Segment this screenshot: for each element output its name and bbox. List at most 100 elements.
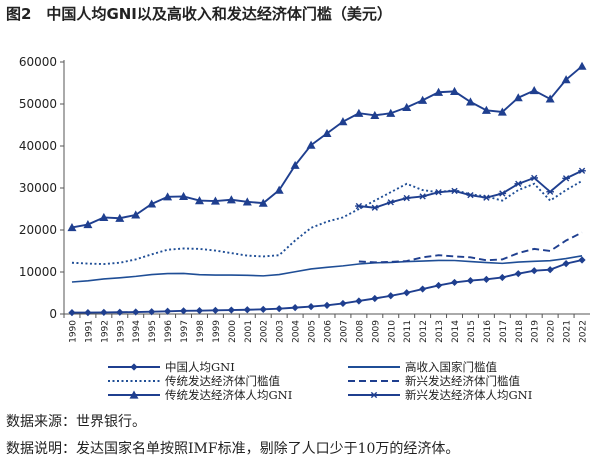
data-point [307, 303, 315, 311]
data-point [482, 194, 491, 201]
data-point [83, 220, 93, 229]
x-tick-label: 1992 [100, 320, 110, 343]
legend-label: 高收入国家门槛值 [405, 360, 497, 374]
data-point [418, 193, 427, 200]
data-point [115, 213, 125, 222]
x-tick-label: 2008 [355, 320, 365, 343]
data-point [355, 202, 363, 210]
data-point [84, 309, 92, 317]
data-point [274, 185, 284, 194]
data-point [546, 266, 554, 274]
data-point [194, 196, 204, 205]
data-point [481, 105, 491, 114]
data-point [514, 270, 522, 278]
data-point [450, 187, 459, 195]
x-tick-label: 2021 [563, 320, 573, 343]
chart-axes: 0 10000 20000 30000 40000 50000 60000 1990 1991 1… [19, 55, 590, 343]
legend-label: 传统发达经济体人均GNI [165, 388, 292, 400]
x-tick-label: 2022 [579, 320, 589, 343]
x-tick-label: 2005 [308, 320, 318, 343]
data-point [497, 107, 507, 116]
x-tick-label: 2009 [371, 320, 381, 343]
data-point [131, 210, 141, 219]
data-point [129, 390, 139, 399]
legend-label: 新兴发达经济体人均GNI [405, 388, 532, 400]
data-point [338, 117, 348, 126]
legend-label: 中国人均GNI [165, 360, 235, 374]
data-point [402, 194, 411, 202]
series-6 [355, 167, 586, 211]
data-point [147, 199, 157, 208]
data-point [100, 308, 108, 317]
data-point [164, 307, 172, 315]
data-point [371, 204, 379, 211]
data-point [514, 180, 523, 187]
data-point [466, 277, 475, 285]
data-point [530, 267, 538, 275]
data-point [179, 191, 189, 200]
data-point [132, 308, 140, 316]
data-point [355, 297, 363, 305]
data-point [498, 273, 506, 282]
data-point [498, 190, 507, 197]
x-tick-label: 1999 [212, 320, 222, 343]
series-5 [67, 61, 587, 232]
y-tick-label: 50000 [19, 97, 57, 111]
x-tick-label: 2004 [292, 320, 302, 343]
legend-item: 传统发达经济体人均GNI [108, 388, 292, 400]
data-point [354, 108, 364, 117]
data-point [578, 167, 586, 174]
y-tick-label: 30000 [19, 181, 57, 195]
series-1 [68, 256, 586, 317]
data-point [403, 289, 411, 297]
x-tick-label: 2016 [483, 320, 493, 343]
x-tick-label: 1990 [68, 320, 78, 343]
data-point [291, 304, 299, 312]
data-point [163, 192, 173, 201]
x-tick-label: 2014 [451, 320, 461, 343]
x-tick-label: 2019 [531, 320, 541, 343]
x-tick-label: 2003 [276, 320, 286, 343]
x-tick-label: 2002 [260, 320, 270, 343]
data-point [578, 256, 586, 264]
data-point [386, 108, 396, 117]
x-tick-label: 2000 [228, 320, 238, 343]
data-source-note: 数据来源：世界银行。 [6, 414, 146, 430]
data-point [562, 175, 570, 182]
data-point [275, 305, 283, 313]
data-point [434, 87, 444, 96]
x-tick-label: 1997 [180, 320, 190, 343]
data-point [323, 301, 331, 309]
line-chart: 0 10000 20000 30000 40000 50000 60000 1990 1991 1… [19, 55, 590, 400]
data-point [116, 308, 124, 316]
data-point [513, 93, 523, 102]
data-point [371, 294, 379, 303]
data-point [466, 191, 475, 199]
series-line [71, 255, 583, 283]
x-tick-label: 1994 [132, 320, 142, 343]
x-tick-label: 2018 [515, 320, 525, 343]
series-line [71, 65, 583, 229]
data-point [211, 306, 220, 314]
x-tick-label: 2020 [547, 320, 557, 343]
y-tick-label: 10000 [19, 265, 57, 279]
data-point [450, 278, 459, 287]
data-point [195, 307, 204, 315]
data-point [530, 174, 539, 182]
data-point [465, 97, 475, 106]
data-point [148, 308, 156, 316]
data-point [259, 305, 267, 313]
series-line [358, 231, 583, 264]
data-point [419, 285, 427, 293]
data-point [322, 128, 332, 137]
x-tick-label: 1995 [148, 320, 158, 343]
x-tick-label: 1993 [116, 320, 126, 343]
x-tick-label: 2013 [435, 320, 445, 343]
data-point [434, 189, 443, 196]
legend-item: 中国人均GNI [108, 360, 235, 374]
data-point [242, 197, 252, 206]
data-point [434, 281, 443, 290]
data-point [130, 363, 138, 371]
data-point [99, 212, 109, 221]
